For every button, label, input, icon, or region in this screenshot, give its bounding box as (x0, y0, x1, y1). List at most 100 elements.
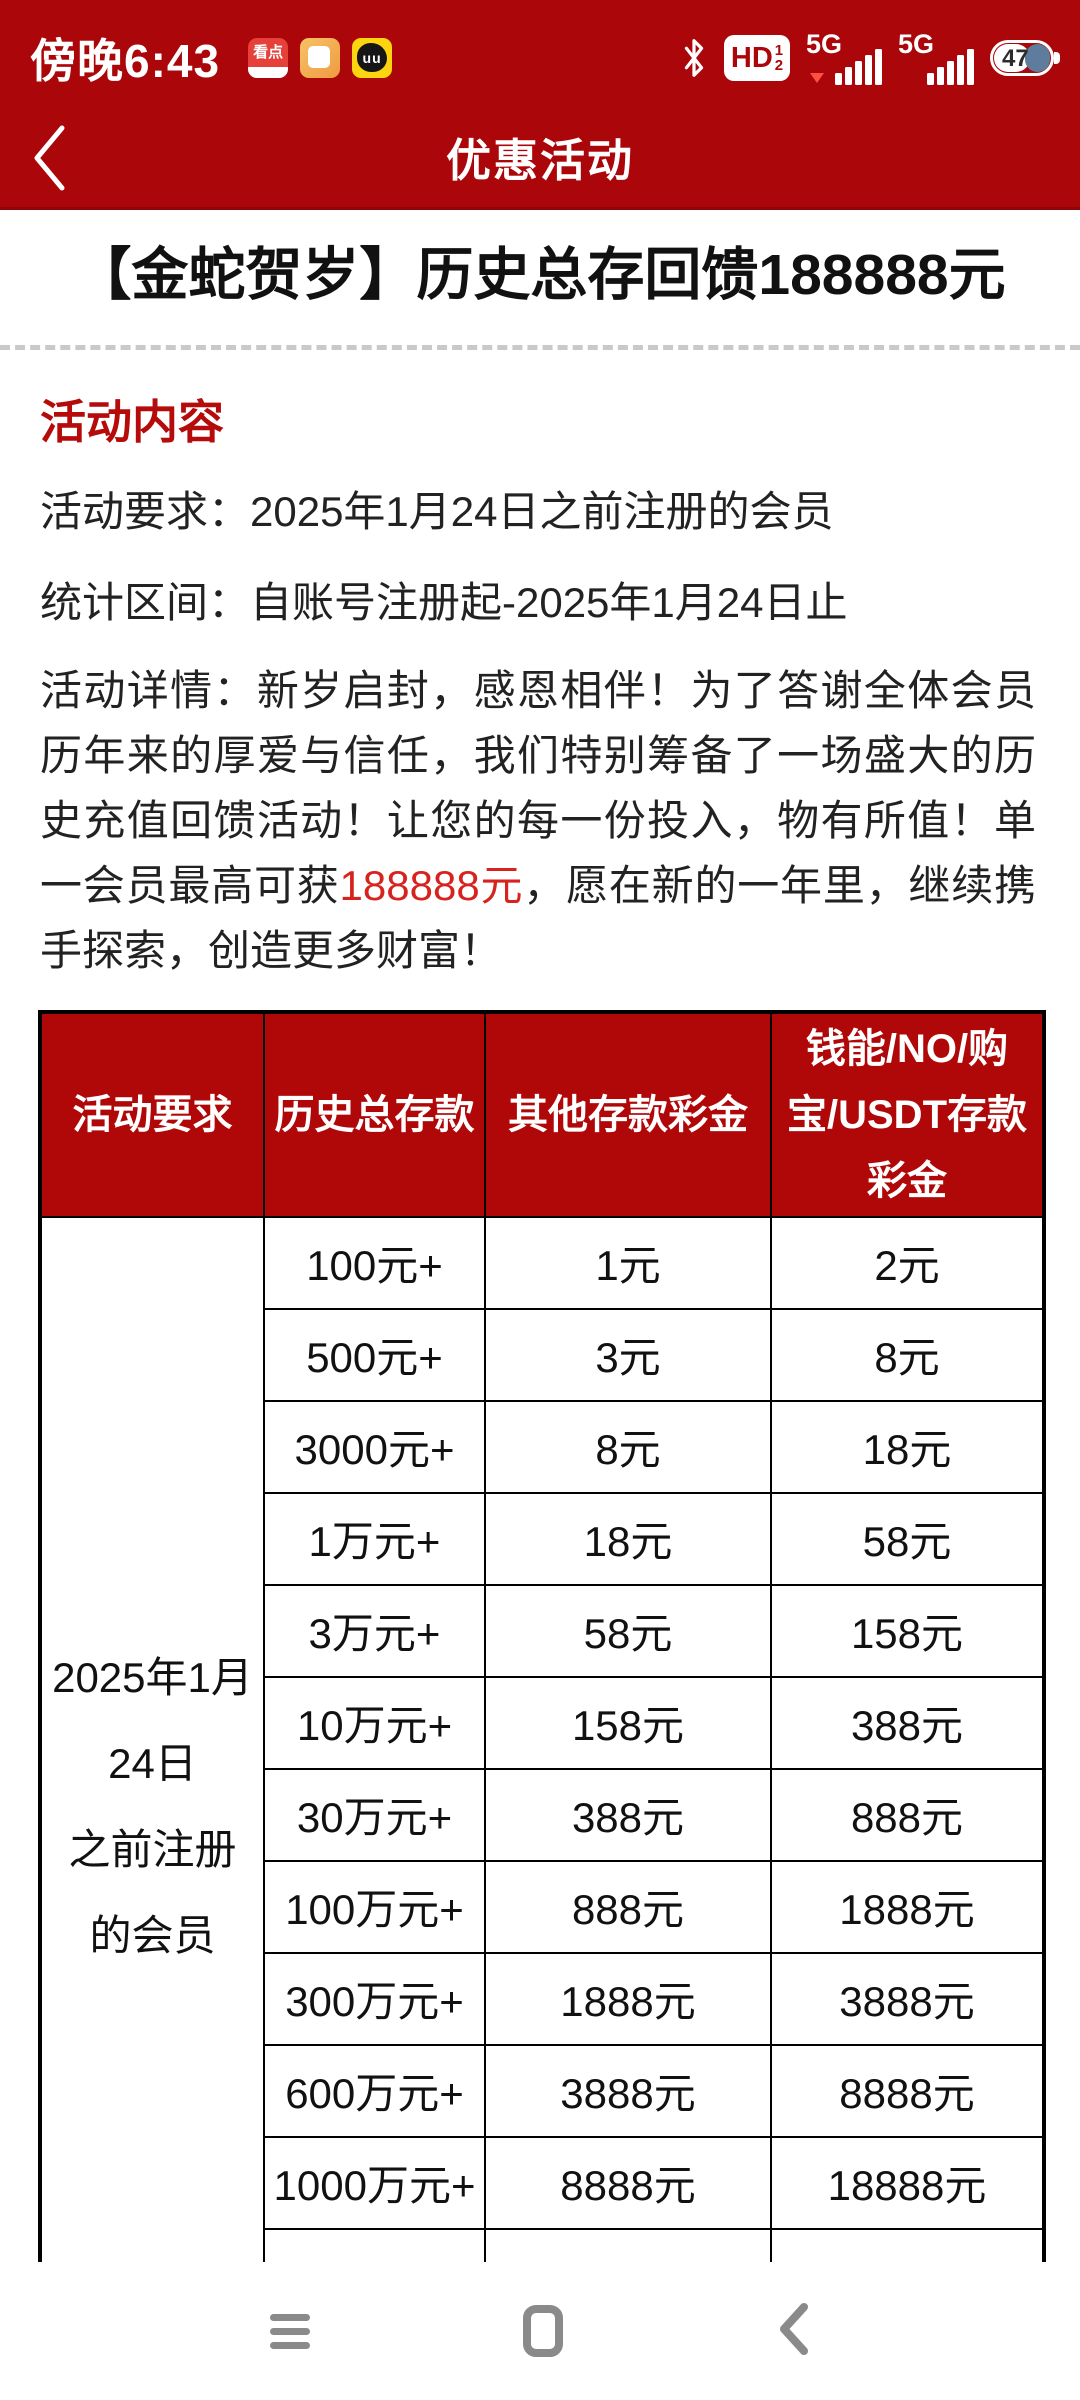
nav-back-button[interactable] (776, 2302, 810, 2361)
deposit-tier: 30万元+ (263, 1767, 486, 1862)
page-header: 优惠活动 (0, 106, 1080, 210)
header-total-deposit: 历史总存款 (263, 1010, 486, 1218)
status-bar: 傍晚6:43 看点 uu HD 1 2 5G 5G (0, 0, 1080, 106)
other-bonus: 1元 (484, 1215, 772, 1310)
deposit-tier: 3000万元 + (263, 2227, 486, 2262)
deposit-tier: 1万元+ (263, 1491, 486, 1586)
usdt-bonus: 8888元 (770, 2043, 1045, 2138)
usdt-bonus: 58元 (770, 1491, 1045, 1586)
other-bonus: 18元 (484, 1491, 772, 1586)
table-header-row: 活动要求 历史总存款 其他存款彩金 钱能/NO/购宝/USDT存款彩金 (39, 1010, 1045, 1218)
usdt-bonus: 388元 (770, 1675, 1045, 1770)
battery-icon: 47 (990, 40, 1060, 76)
table-row: 1万元+ 18元 58元 (40, 1491, 1045, 1586)
signal2-bars-icon (927, 49, 974, 85)
table-row: 30万元+ 388元 888元 (40, 1767, 1045, 1862)
usdt-bonus: 8元 (770, 1307, 1045, 1402)
battery-fill (994, 44, 1030, 72)
requirement-line-4: 的会员 (89, 1912, 216, 1960)
signal1-bars-icon (835, 49, 882, 85)
recents-menu-button[interactable] (270, 2313, 310, 2349)
table-row: 2025年1月 24日 之前注册 的会员 100元+ 1元 2元 (39, 1215, 1045, 2262)
deposit-tier: 600万元+ (263, 2043, 486, 2138)
requirement-cell: 2025年1月 24日 之前注册 的会员 (39, 1215, 265, 2262)
usdt-bonus: 3888元 (770, 1951, 1045, 2046)
battery-level-segment (1025, 44, 1050, 72)
hd-label: HD (730, 41, 773, 74)
usdt-bonus: 888元 (770, 1767, 1045, 1862)
clock-time: 傍晚6:43 (30, 35, 221, 87)
promo-title: 【金蛇贺岁】历史总存回馈188888元 (74, 243, 1006, 307)
table-row: 3000元+ 8元 18元 (40, 1399, 1045, 1494)
usdt-bonus: 38888元 (770, 2227, 1045, 2262)
other-bonus: 3888元 (484, 2043, 772, 2138)
activity-detail-paragraph: 活动详情：新岁启封，感恩相伴！为了答谢全体会员历年来的厚爱与信任，我们特别筹备了… (40, 658, 1036, 983)
hd-sim-numbers: 1 2 (775, 43, 783, 73)
detail-text-prefix: 活动详情：新岁启封，感恩相伴！为了答谢全体会员历年来的厚爱与信任，我们特别筹备了… (40, 667, 1036, 910)
sim1-label: 1 (774, 42, 784, 59)
table-row: 600万元+ 3888元 8888元 (40, 2043, 1045, 2138)
uu-notification-app-icon: uu (352, 38, 393, 78)
chevron-left-icon (780, 2302, 808, 2355)
table-row: 100万元+ 888元 1888元 (40, 1859, 1045, 1954)
deposit-tier: 1000万元+ (263, 2135, 486, 2230)
bonus-tier-table: 活动要求 历史总存款 其他存款彩金 钱能/NO/购宝/USDT存款彩金 2025… (38, 1009, 1046, 2262)
table-row: 1000万元+ 8888元 18888元 (40, 2135, 1045, 2230)
other-bonus: 58元 (484, 1583, 772, 1678)
sim2-label: 2 (774, 57, 784, 74)
status-bar-right: HD 1 2 5G 5G 47 (680, 29, 1060, 87)
signal-5g-icon-sim2: 5G (898, 29, 974, 87)
kandian-app-strip (248, 67, 289, 78)
usdt-bonus: 18元 (770, 1399, 1045, 1494)
signal1-5g-label: 5G (806, 29, 843, 59)
deposit-tier: 300万元+ (263, 1951, 486, 2046)
activity-period-line: 统计区间：自账号注册起-2025年1月24日止 (40, 579, 848, 627)
kandian-app-label: 看点 (253, 44, 284, 61)
other-bonus: 888元 (484, 1859, 772, 1954)
table-row: 10万元+ 158元 388元 (40, 1675, 1045, 1770)
notes-app-glyph (308, 46, 331, 68)
requirement-line-1: 2025年1月 (52, 1653, 253, 1701)
section-title-activity-content: 活动内容 (40, 396, 224, 449)
table-row: 300万元+ 1888元 3888元 (40, 1951, 1045, 2046)
battery-percent: 47 (1002, 45, 1029, 72)
dashed-divider (0, 345, 1080, 351)
signal-5g-icon-sim1: 5G (806, 29, 882, 87)
signal2-5g-label: 5G (898, 29, 935, 59)
header-other-deposit-bonus: 其他存款彩金 (484, 1010, 772, 1218)
detail-text-suffix: ，愿在新的一年里，继续携手探索，创造更多财富！ (40, 862, 1036, 975)
table-row: 500元+ 3元 8元 (40, 1307, 1045, 1402)
deposit-tier-line-1: 3000万元 (273, 2250, 476, 2262)
header-title: 优惠活动 (445, 135, 634, 186)
other-bonus: 8元 (484, 1399, 772, 1494)
content-scroll-area[interactable]: 【金蛇贺岁】历史总存回馈188888元 活动内容 活动要求：2025年1月24日… (0, 210, 1080, 2262)
activity-requirement-line: 活动要求：2025年1月24日之前注册的会员 (40, 488, 834, 536)
usdt-bonus: 18888元 (770, 2135, 1045, 2230)
other-bonus: 18888元 (484, 2227, 772, 2262)
usdt-bonus: 2元 (770, 1215, 1045, 1310)
back-button[interactable] (28, 120, 88, 196)
volte-hd-icon: HD 1 2 (724, 35, 790, 81)
signal1-data-arrow-icon (810, 73, 824, 83)
deposit-tier: 500元+ (263, 1307, 486, 1402)
deposit-tier: 3万元+ (263, 1583, 486, 1678)
deposit-tier: 100万元+ (263, 1859, 486, 1954)
kandian-notification-app-icon: 看点 (248, 38, 289, 78)
chevron-left-icon (34, 125, 65, 191)
uu-app-glyph: uu (357, 43, 388, 72)
table-row: 3万元+ 58元 158元 (40, 1583, 1045, 1678)
bluetooth-icon (684, 39, 704, 77)
other-bonus: 3元 (484, 1307, 772, 1402)
deposit-tier: 10万元+ (263, 1675, 486, 1770)
header-usdt-deposit-bonus: 钱能/NO/购宝/USDT存款彩金 (770, 1010, 1045, 1218)
other-bonus: 388元 (484, 1767, 772, 1862)
android-navigation-bar (0, 2262, 1080, 2400)
other-bonus: 8888元 (484, 2135, 772, 2230)
requirement-line-2: 24日 (108, 1739, 197, 1787)
deposit-tier: 3000元+ (263, 1399, 486, 1494)
requirement-line-3: 之前注册 (68, 1826, 237, 1873)
usdt-bonus: 1888元 (770, 1859, 1045, 1954)
home-button[interactable] (523, 2305, 563, 2357)
table-row-partially-visible: 3000万元 + 18888元 38888元 (40, 2227, 1045, 2262)
notes-notification-app-icon (300, 38, 341, 78)
